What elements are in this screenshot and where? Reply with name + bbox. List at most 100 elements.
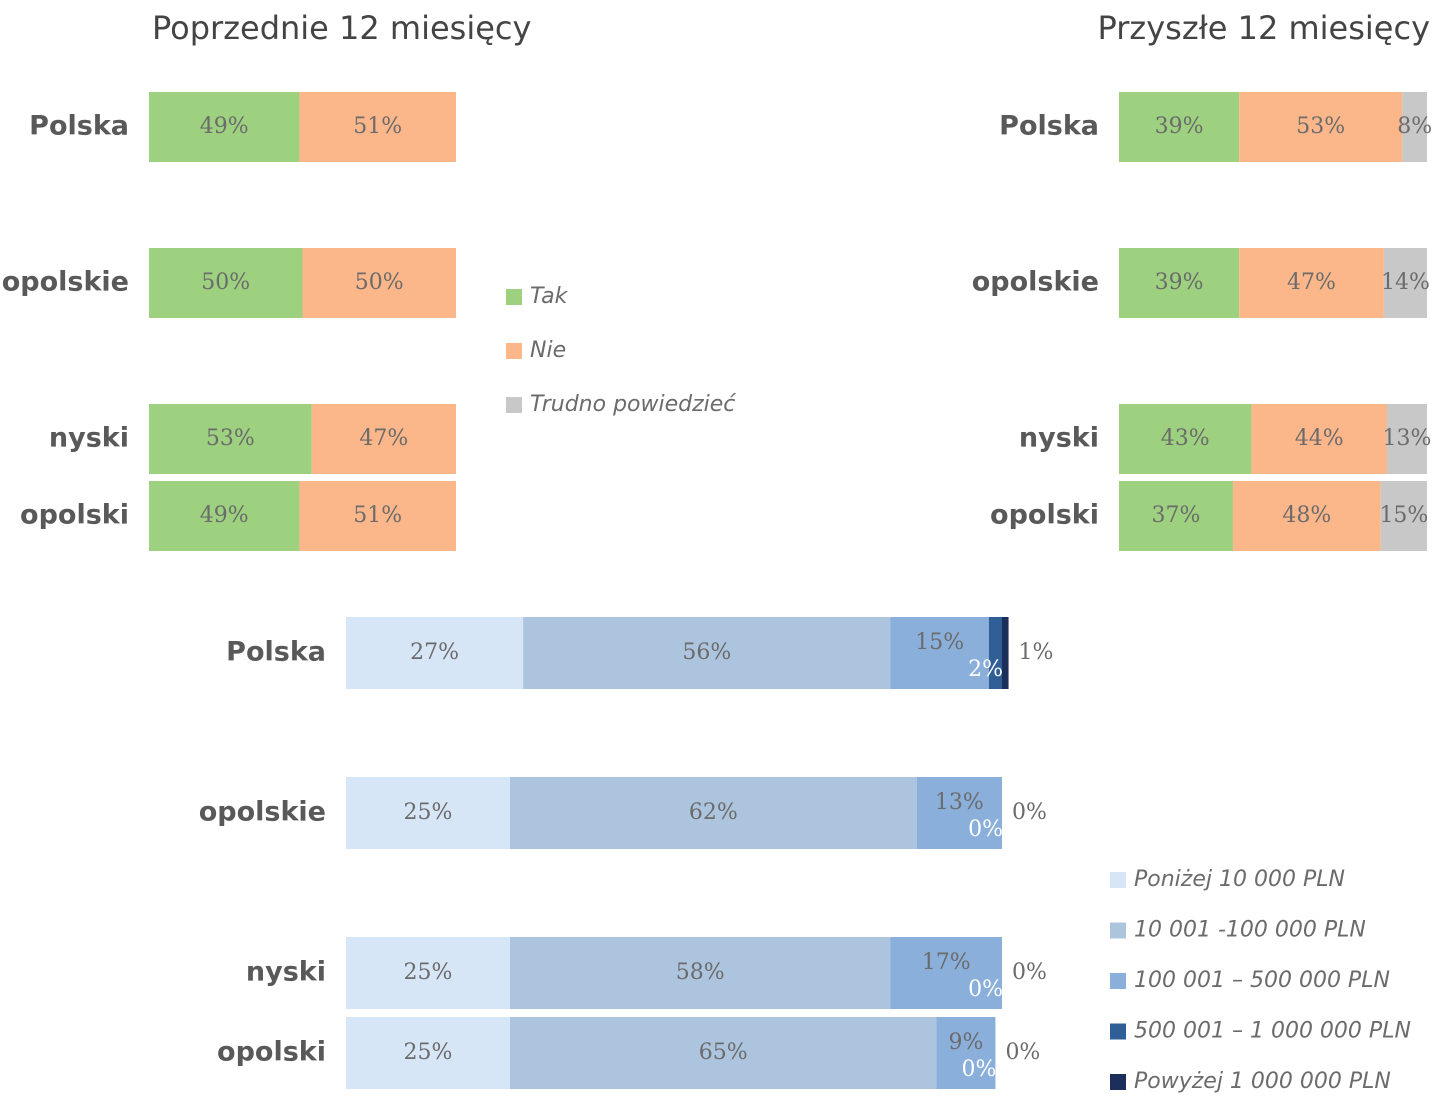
legend-swatch [1110,872,1126,888]
value-label: 53% [206,426,255,451]
category-label: opolski [217,1037,326,1068]
value-label: 0% [1005,1040,1040,1065]
value-label: 39% [1155,114,1204,139]
bar-segment [890,937,1002,1009]
bar-segment [149,404,312,474]
bar-segment [1402,92,1427,162]
value-label: 0% [1012,800,1047,825]
legend-swatch [1110,1074,1126,1090]
bar-segment [1119,404,1252,474]
bar-segment [1119,248,1240,318]
category-label: opolski [990,500,1099,531]
legend-swatch [506,343,522,359]
value-label: 13% [1383,426,1432,451]
bar-segment [346,1017,510,1089]
value-label: 25% [404,800,453,825]
bar-segment [346,777,510,849]
legend-swatch [1110,1023,1126,1040]
legend-label: 10 001 -100 000 PLN [1134,918,1366,943]
bar-segment [510,937,891,1009]
legend-label: Powyżej 1 000 000 PLN [1134,1069,1391,1094]
category-label: nyski [1019,423,1099,454]
value-label: 49% [200,114,249,139]
legend-swatch [506,397,522,413]
category-label: nyski [246,957,326,988]
legend-label: 100 001 – 500 000 PLN [1134,968,1390,993]
bar-segment [311,404,456,474]
value-label: 15% [915,630,964,655]
value-label: 50% [201,270,250,295]
bar-segment [346,937,510,1009]
category-label: Polska [226,637,326,668]
bar-segment [1002,617,1009,689]
bar-segment [1239,248,1384,318]
category-label: nyski [49,423,129,454]
value-label: 39% [1155,270,1204,295]
bar-segment [1239,92,1403,162]
legend-label: 500 001 – 1 000 000 PLN [1134,1019,1411,1044]
chart-title: Przyszłe 12 miesięcy [1098,9,1430,47]
bar-segment [299,481,456,551]
category-label: opolskie [972,267,1099,298]
value-label: 53% [1296,114,1345,139]
value-label: 48% [1282,503,1331,528]
value-label: 9% [948,1030,983,1055]
legend-label: Poniżej 10 000 PLN [1134,867,1345,892]
bar-segment [1119,92,1240,162]
category-label: opolski [20,500,129,531]
category-label: opolskie [199,797,326,828]
value-label: 8% [1397,114,1432,139]
value-label: 25% [404,1040,453,1065]
value-label: 47% [359,426,408,451]
bar-segment [510,777,917,849]
value-label: 50% [355,270,404,295]
bar-segment [346,617,524,689]
chart-title: Poprzednie 12 miesięcy [152,9,531,47]
bar-segment [149,92,300,162]
value-label: 58% [676,960,725,985]
value-label: 56% [682,640,731,665]
value-label: 2% [968,657,1003,682]
value-label: 13% [935,790,984,815]
legend-label: Tak [530,284,569,309]
legend-label: Nie [530,338,566,363]
value-label: 37% [1152,503,1201,528]
bar-segment [302,248,456,318]
value-label: 62% [689,800,738,825]
category-label: Polska [29,111,129,142]
value-label: 25% [404,960,453,985]
value-label: 15% [1379,503,1428,528]
value-label: 44% [1295,426,1344,451]
value-label: 51% [353,114,402,139]
category-label: opolskie [2,267,129,298]
bar-segment [1383,248,1427,318]
value-label: 0% [968,817,1003,842]
bar-segment [916,777,1002,849]
value-label: 0% [962,1057,997,1082]
value-label: 0% [1012,960,1047,985]
bar-segment [936,1017,996,1089]
bar-segment [1251,404,1387,474]
bar-segment [523,617,891,689]
bar-segment [1119,481,1233,551]
value-label: 0% [968,977,1003,1002]
value-label: 14% [1381,270,1430,295]
bar-segment [149,248,303,318]
value-label: 17% [922,950,971,975]
bar-segment [1232,481,1381,551]
value-label: 65% [699,1040,748,1065]
bar-segment [988,617,1002,689]
value-label: 1% [1019,640,1054,665]
bar-segment [1386,404,1427,474]
category-label: Polska [999,111,1099,142]
legend-label: Trudno powiedzieć [530,392,736,417]
legend-swatch [1110,973,1126,989]
bar-segment [149,481,300,551]
value-label: 51% [353,503,402,528]
value-label: 49% [200,503,249,528]
bar-segment [510,1017,937,1089]
bar-segment [299,92,456,162]
bar-segment [1380,481,1427,551]
value-label: 43% [1161,426,1210,451]
